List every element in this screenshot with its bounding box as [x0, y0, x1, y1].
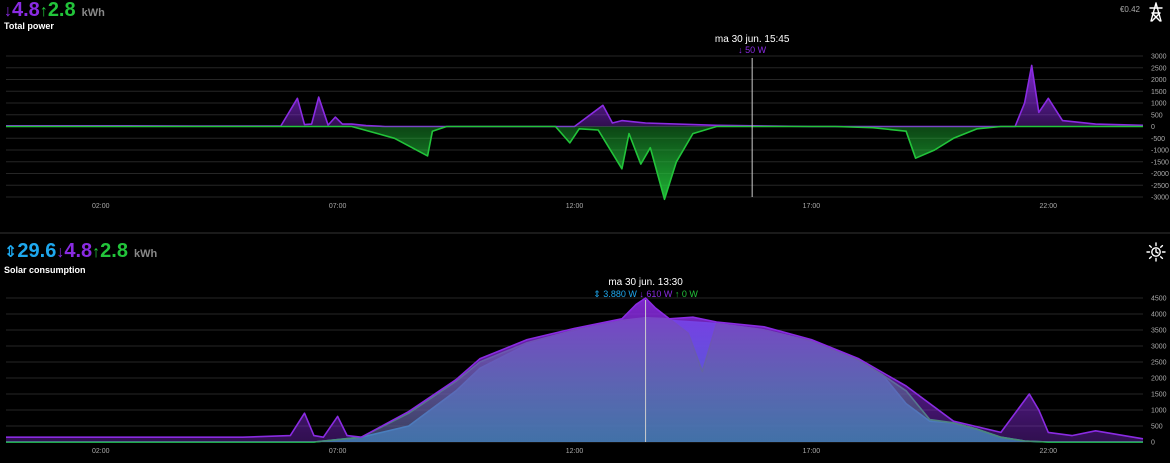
tooltip-export-value: ↑ 0 W [672, 289, 698, 299]
x-tick-label: 22:00 [1039, 448, 1057, 455]
y-tick-label: 2500 [1151, 65, 1167, 72]
tooltip-values: ⇕ 3.880 W ↓ 610 W ↑ 0 W [593, 289, 698, 299]
power-pylon-icon[interactable] [1146, 2, 1166, 22]
y-tick-label: 3000 [1151, 344, 1167, 351]
export-arrow-icon: ↑ [92, 244, 101, 261]
y-tick-label: -1000 [1151, 148, 1169, 155]
tooltip-title: ma 30 jun. 13:30 [608, 277, 683, 288]
solar-consumption-chart[interactable]: 4500 4000 3500 3000 2500 2000 1500 1000 500 0 02:0… [0, 238, 1170, 463]
y-tick-label: -500 [1151, 136, 1165, 143]
x-tick-label: 07:00 [329, 448, 347, 455]
tooltip-solar-value: ⇕ 3.880 W [593, 289, 637, 299]
export-total: 2.8 [100, 240, 128, 262]
import-series-line [6, 297, 1144, 440]
y-tick-label: 4500 [1151, 296, 1167, 303]
x-tick-label: 17:00 [803, 203, 821, 210]
export-arrow-icon: ↑ [39, 3, 48, 20]
y-tick-label: -1500 [1151, 159, 1169, 166]
x-tick-label: 17:00 [803, 448, 821, 455]
total-power-panel: ↓4.8↑2.8 kWh Total power €0.42 3000 2500 20… [0, 0, 1170, 230]
total-power-chart[interactable]: 3000 2500 2000 1500 1000 500 0 -500 -1000 -1500 -2… [0, 0, 1170, 230]
y-tick-label: 1000 [1151, 101, 1167, 108]
y-tick-label: 1500 [1151, 89, 1167, 96]
y-tick-label: 4000 [1151, 312, 1167, 319]
solar-arrow-icon: ⇕ [4, 244, 18, 261]
import-area [6, 65, 1143, 127]
tooltip-import-value: ↓ 610 W [637, 289, 673, 299]
panel-title-solar: Solar consumption [4, 265, 86, 275]
y-tick-label: 2500 [1151, 360, 1167, 367]
y-tick-label: -2000 [1151, 171, 1169, 178]
x-tick-label: 02:00 [92, 448, 110, 455]
tooltip-title: ma 30 jun. 15:45 [715, 34, 790, 45]
y-tick-label: -3000 [1151, 195, 1169, 202]
y-tick-label: 1500 [1151, 392, 1167, 399]
import-series-line [6, 64, 1144, 128]
x-tick-label: 07:00 [329, 203, 347, 210]
tooltip-values: ↓ 50 W [738, 45, 767, 55]
x-tick-label: 12:00 [566, 448, 584, 455]
energy-unit: kWh [133, 248, 158, 260]
import-total: 4.8 [12, 0, 40, 21]
price-label: €0.42 [1119, 5, 1140, 14]
import-arrow-icon: ↓ [56, 244, 65, 261]
y-tick-label: 3000 [1151, 54, 1167, 61]
solar-summary: ⇕29.6↓4.8↑2.8 kWh [4, 240, 157, 263]
import-total: 4.8 [64, 240, 93, 262]
x-tick-label: 22:00 [1039, 203, 1057, 210]
y-tick-label: 500 [1151, 424, 1163, 431]
x-tick-label: 12:00 [566, 203, 584, 210]
tooltip-import-value: ↓ 50 W [738, 45, 767, 55]
energy-unit: kWh [81, 7, 105, 19]
x-tick-label: 02:00 [92, 203, 110, 210]
y-tick-label: 2000 [1151, 77, 1167, 84]
total-power-summary: ↓4.8↑2.8 kWh [4, 0, 105, 22]
import-arrow-icon: ↓ [4, 3, 12, 20]
export-area [6, 126, 1143, 200]
import-area [6, 298, 1143, 442]
solar-consumption-panel: ⇕29.6↓4.8↑2.8 kWh Solar consumption 4500 4… [0, 238, 1170, 463]
export-series-line [6, 125, 1143, 201]
sun-icon[interactable] [1146, 242, 1166, 262]
y-tick-label: -2500 [1151, 183, 1169, 190]
solar-total: 29.6 [17, 240, 57, 262]
panel-divider [0, 232, 1170, 234]
panel-title-total-power: Total power [4, 21, 54, 31]
y-tick-label: 500 [1151, 112, 1163, 119]
y-tick-label: 1000 [1151, 408, 1167, 415]
y-tick-label: 0 [1151, 124, 1155, 131]
y-tick-label: 3500 [1151, 328, 1167, 335]
y-tick-label: 0 [1151, 440, 1155, 447]
export-total: 2.8 [47, 0, 76, 21]
y-tick-label: 2000 [1151, 376, 1167, 383]
